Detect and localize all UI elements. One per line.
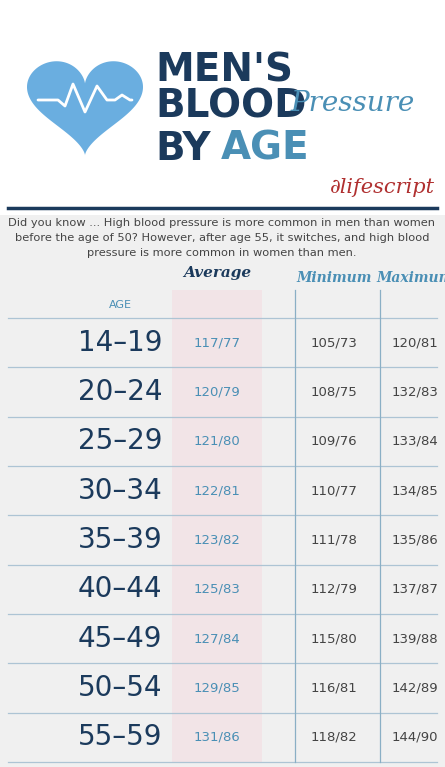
FancyBboxPatch shape [0,0,445,215]
Text: 137/87: 137/87 [392,583,438,596]
Text: ∂lifescript: ∂lifescript [330,178,435,197]
Text: 25–29: 25–29 [78,427,162,456]
Polygon shape [27,61,143,155]
Text: 127/84: 127/84 [194,632,240,645]
Text: 109/76: 109/76 [311,435,357,448]
Text: 139/88: 139/88 [392,632,438,645]
Text: 105/73: 105/73 [311,336,357,349]
Text: 110/77: 110/77 [311,484,357,497]
Text: 20–24: 20–24 [78,378,162,406]
Text: 123/82: 123/82 [194,534,240,547]
Text: 111/78: 111/78 [311,534,357,547]
Text: 120/81: 120/81 [392,336,438,349]
Text: 133/84: 133/84 [392,435,438,448]
Text: 35–39: 35–39 [77,526,162,554]
Text: 129/85: 129/85 [194,682,240,694]
Text: Maximum: Maximum [376,271,445,285]
Text: 45–49: 45–49 [78,624,162,653]
Text: 112/79: 112/79 [311,583,357,596]
Text: 121/80: 121/80 [194,435,240,448]
Text: MEN'S: MEN'S [155,52,293,90]
Text: 120/79: 120/79 [194,386,240,399]
Text: 142/89: 142/89 [392,682,438,694]
Text: AGE: AGE [109,300,132,310]
Text: 134/85: 134/85 [392,484,438,497]
Text: 30–34: 30–34 [77,476,162,505]
Text: 144/90: 144/90 [392,731,438,744]
Text: 118/82: 118/82 [311,731,357,744]
Text: 108/75: 108/75 [311,386,357,399]
Text: Did you know ... High blood pressure is more common in men than women
before the: Did you know ... High blood pressure is … [8,218,436,258]
Text: 55–59: 55–59 [78,723,162,752]
Text: 125/83: 125/83 [194,583,240,596]
Text: 115/80: 115/80 [311,632,357,645]
Text: Average: Average [183,266,251,280]
Text: BLOOD: BLOOD [155,88,306,126]
Text: 40–44: 40–44 [78,575,162,604]
Text: 50–54: 50–54 [78,674,162,702]
Text: 132/83: 132/83 [392,386,438,399]
Text: 117/77: 117/77 [194,336,240,349]
Text: 135/86: 135/86 [392,534,438,547]
Text: 131/86: 131/86 [194,731,240,744]
Text: 116/81: 116/81 [311,682,357,694]
FancyBboxPatch shape [172,290,262,762]
Text: 14–19: 14–19 [78,329,162,357]
Text: Pressure: Pressure [290,90,414,117]
Text: BY: BY [155,130,210,168]
Text: AGE: AGE [221,130,310,168]
Text: Minimum: Minimum [296,271,372,285]
Text: 122/81: 122/81 [194,484,240,497]
